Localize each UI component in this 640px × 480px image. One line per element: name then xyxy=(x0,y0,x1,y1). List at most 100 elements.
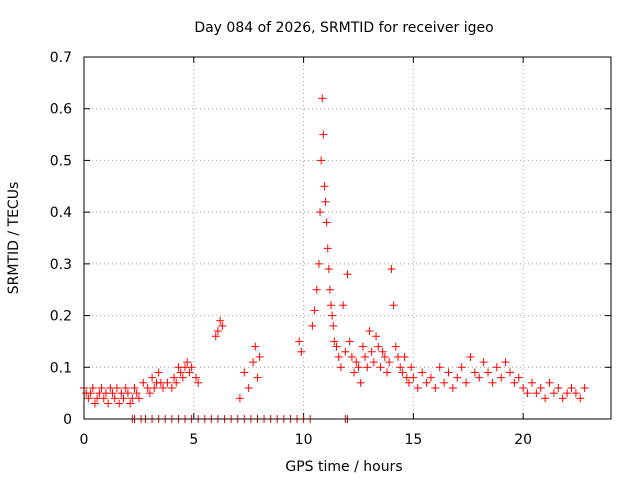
data-point xyxy=(318,94,327,103)
data-point xyxy=(576,394,585,403)
data-point xyxy=(244,383,253,392)
x-tick-label: 20 xyxy=(514,432,532,448)
data-point xyxy=(148,373,157,382)
data-point xyxy=(448,383,457,392)
data-point xyxy=(510,378,519,387)
data-point xyxy=(372,332,381,341)
data-point xyxy=(545,378,554,387)
data-point xyxy=(145,389,154,398)
data-point xyxy=(470,368,479,377)
data-point xyxy=(571,389,580,398)
data-point xyxy=(462,378,471,387)
data-point xyxy=(86,389,95,398)
data-point xyxy=(527,378,536,387)
data-point xyxy=(167,383,176,392)
data-point xyxy=(409,373,418,382)
data-point xyxy=(321,197,330,206)
data-point xyxy=(536,383,545,392)
data-point xyxy=(154,368,163,377)
data-point xyxy=(314,259,323,268)
data-points xyxy=(80,94,589,423)
data-point xyxy=(387,265,396,274)
data-point xyxy=(453,373,462,382)
data-point xyxy=(501,358,510,367)
data-point xyxy=(324,265,333,274)
data-point xyxy=(492,363,501,372)
data-point xyxy=(312,285,321,294)
data-point xyxy=(251,342,260,351)
data-point xyxy=(396,363,405,372)
y-tick-label: 0 xyxy=(63,412,72,428)
data-point xyxy=(178,373,187,382)
data-point xyxy=(407,363,416,372)
chart-title: Day 084 of 2026, SRMTID for receiver ige… xyxy=(194,20,493,36)
data-point xyxy=(139,378,148,387)
data-point xyxy=(170,373,179,382)
data-point xyxy=(580,383,589,392)
data-point xyxy=(191,373,200,382)
data-point xyxy=(479,358,488,367)
data-point xyxy=(385,358,394,367)
data-point xyxy=(435,363,444,372)
data-point xyxy=(185,368,194,377)
data-point xyxy=(418,368,427,377)
data-point xyxy=(322,218,331,227)
data-point xyxy=(519,383,528,392)
data-point xyxy=(194,378,203,387)
data-point xyxy=(235,394,244,403)
data-point xyxy=(123,389,132,398)
data-point xyxy=(523,389,532,398)
data-point xyxy=(126,399,135,408)
data-point xyxy=(88,383,97,392)
data-point xyxy=(563,389,572,398)
data-point xyxy=(329,321,338,330)
data-point xyxy=(426,373,435,382)
data-point xyxy=(466,352,475,361)
data-point xyxy=(341,347,350,356)
data-point xyxy=(380,352,389,361)
x-axis-label: GPS time / hours xyxy=(285,459,402,475)
data-point xyxy=(327,301,336,310)
axis-ticks xyxy=(83,56,611,420)
data-point xyxy=(213,327,222,336)
grid-lines xyxy=(84,57,611,419)
data-point xyxy=(308,321,317,330)
data-point xyxy=(457,363,466,372)
y-tick-label: 0.6 xyxy=(50,102,72,118)
plot-frame xyxy=(83,56,612,420)
data-point xyxy=(398,368,407,377)
data-point xyxy=(253,373,262,382)
data-point xyxy=(332,342,341,351)
data-point xyxy=(488,378,497,387)
data-point xyxy=(554,383,563,392)
data-point xyxy=(112,383,121,392)
data-point xyxy=(484,368,493,377)
data-point xyxy=(444,368,453,377)
data-point xyxy=(376,363,385,372)
data-point xyxy=(356,378,365,387)
data-point xyxy=(350,368,359,377)
data-point xyxy=(567,383,576,392)
data-point xyxy=(159,383,168,392)
data-point xyxy=(365,327,374,336)
data-point xyxy=(110,394,119,403)
data-point xyxy=(339,301,348,310)
data-point xyxy=(361,352,370,361)
data-point xyxy=(115,399,124,408)
data-point xyxy=(475,373,484,382)
data-point xyxy=(97,383,106,392)
x-tick-label: 5 xyxy=(189,432,198,448)
data-point xyxy=(319,130,328,139)
data-point xyxy=(352,358,361,367)
data-point xyxy=(323,244,332,253)
data-point xyxy=(320,182,329,191)
data-point xyxy=(316,208,325,217)
data-point xyxy=(354,363,363,372)
data-point xyxy=(497,373,506,382)
data-point xyxy=(328,311,337,320)
data-point xyxy=(363,363,372,372)
y-tick-label: 0.4 xyxy=(50,205,72,221)
x-tick-labels: 0 5 10 15 20 xyxy=(80,432,533,448)
data-point xyxy=(119,394,128,403)
